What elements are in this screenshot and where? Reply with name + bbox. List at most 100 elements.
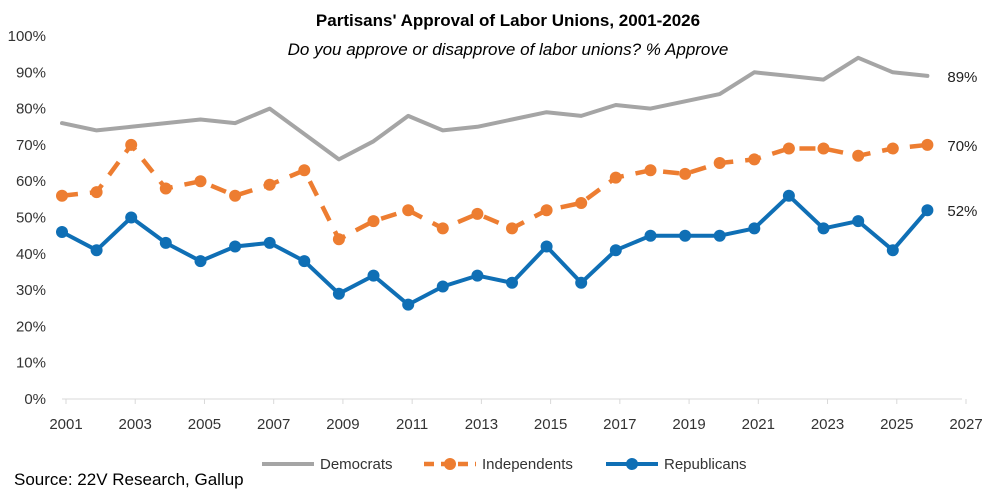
chart-subtitle: Do you approve or disapprove of labor un…: [288, 40, 729, 59]
data-point-independents: [298, 164, 311, 177]
data-point-republicans: [194, 255, 207, 268]
data-point-independents: [644, 164, 657, 177]
x-tick-label: 2017: [603, 416, 636, 433]
x-axis-ticks: 2001 2003 2005 2007 2009 2011 2013 2015 2017 2019…: [49, 399, 983, 433]
x-tick-label: 2003: [119, 416, 152, 433]
x-tick-label: 2013: [465, 416, 498, 433]
legend: Democrats Independents Republicans: [262, 456, 747, 473]
data-point-independents: [194, 175, 207, 188]
data-point-independents: [436, 222, 449, 235]
data-point-independents: [748, 153, 761, 166]
data-point-republicans: [125, 211, 138, 224]
chart-title: Partisans' Approval of Labor Unions, 200…: [316, 11, 700, 30]
y-tick-label: 0%: [24, 391, 46, 408]
data-point-republicans: [90, 244, 103, 257]
y-tick-label: 60%: [16, 173, 46, 190]
data-point-republicans: [367, 269, 380, 282]
y-tick-label: 10%: [16, 355, 46, 372]
data-point-republicans: [817, 222, 830, 235]
data-point-independents: [921, 138, 934, 151]
data-point-republicans: [436, 280, 449, 293]
y-tick-label: 50%: [16, 210, 46, 227]
data-point-republicans: [713, 229, 726, 242]
data-point-republicans: [56, 226, 68, 238]
x-tick-label: 2023: [811, 416, 844, 433]
legend-item-independents: Independents: [424, 456, 573, 473]
series-democrats: [60, 55, 930, 162]
x-tick-label: 2005: [188, 416, 221, 433]
data-point-republicans: [921, 204, 934, 217]
x-tick-label: 2015: [534, 416, 567, 433]
data-point-independents: [679, 167, 692, 180]
data-point-republicans: [644, 229, 657, 242]
legend-item-democrats: Democrats: [262, 456, 393, 473]
data-point-independents: [229, 189, 242, 202]
x-tick-label: 2021: [742, 416, 775, 433]
data-point-republicans: [679, 229, 692, 242]
data-point-independents: [471, 207, 484, 220]
y-tick-label: 20%: [16, 318, 46, 335]
series-line-independents: [61, 142, 928, 242]
x-tick-label: 2027: [949, 416, 982, 433]
x-tick-label: 2001: [49, 416, 82, 433]
x-tick-label: 2009: [326, 416, 359, 433]
end-label-independents: 70%: [947, 138, 977, 155]
data-point-independents: [782, 142, 795, 155]
x-tick-label: 2019: [672, 416, 705, 433]
data-point-independents: [506, 222, 518, 235]
series-independents: [56, 138, 934, 246]
x-tick-label: 2011: [396, 416, 428, 433]
data-point-independents: [609, 171, 622, 184]
data-point-republicans: [575, 276, 588, 289]
series-republicans: [56, 189, 934, 311]
data-point-republicans: [263, 236, 276, 249]
data-point-independents: [713, 157, 726, 169]
y-axis-ticks: 0% 10% 20% 30% 40% 50% 60% 70% 80% 90% 100%: [8, 28, 46, 408]
data-point-independents: [852, 149, 865, 162]
data-point-republicans: [609, 244, 622, 257]
y-tick-label: 70%: [16, 137, 46, 154]
data-point-independents: [263, 178, 276, 191]
data-point-republicans: [471, 269, 484, 282]
legend-item-republicans: Republicans: [606, 456, 747, 473]
data-point-independents: [367, 215, 380, 228]
legend-label: Democrats: [320, 456, 393, 473]
data-point-republicans: [159, 236, 172, 249]
end-label-democrats: 89%: [947, 69, 977, 86]
data-point-republicans: [229, 240, 242, 253]
source-note: Source: 22V Research, Gallup: [14, 470, 244, 489]
data-point-republicans: [298, 255, 311, 268]
data-point-independents: [332, 233, 345, 246]
data-point-independents: [90, 186, 103, 199]
series-line-republicans: [60, 193, 930, 307]
y-tick-label: 40%: [16, 246, 46, 263]
data-point-republicans: [332, 287, 345, 300]
legend-marker: [444, 458, 456, 470]
legend-label: Republicans: [664, 456, 747, 473]
data-point-republicans: [540, 240, 553, 253]
data-point-republicans: [506, 276, 518, 289]
y-tick-label: 100%: [8, 28, 46, 45]
end-labels: 89% 70% 52%: [947, 69, 977, 220]
data-point-republicans: [852, 215, 865, 228]
data-point-independents: [540, 204, 553, 217]
legend-label: Independents: [482, 456, 573, 473]
series-line-democrats: [60, 55, 930, 162]
x-tick-label: 2007: [257, 416, 290, 433]
data-point-republicans: [748, 222, 761, 235]
x-tick-label: 2025: [880, 416, 913, 433]
data-point-independents: [159, 182, 172, 195]
y-tick-label: 90%: [16, 64, 46, 81]
data-point-independents: [125, 138, 138, 151]
data-point-independents: [402, 204, 415, 217]
end-label-republicans: 52%: [947, 203, 977, 220]
data-point-independents: [575, 197, 588, 209]
data-point-independents: [56, 189, 68, 202]
data-point-independents: [817, 142, 830, 155]
data-point-republicans: [782, 189, 795, 202]
y-tick-label: 30%: [16, 282, 46, 299]
data-point-republicans: [886, 244, 899, 257]
legend-marker: [626, 458, 638, 470]
series-layer: [56, 55, 934, 311]
